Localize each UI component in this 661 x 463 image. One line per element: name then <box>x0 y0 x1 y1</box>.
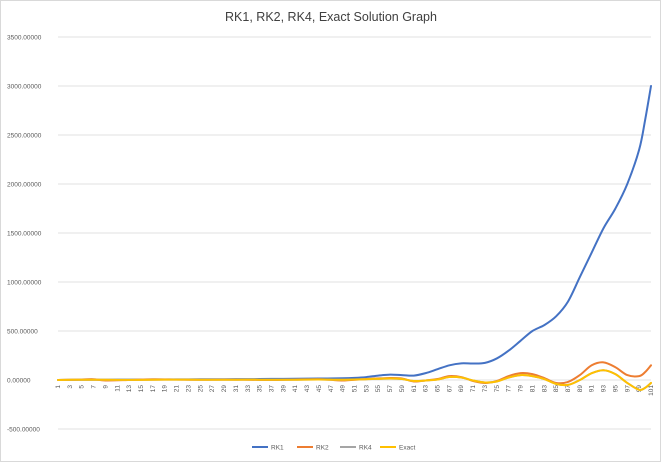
x-tick-label: 47 <box>328 385 335 393</box>
gridlines <box>58 36 651 430</box>
x-tick-label: 33 <box>245 385 252 393</box>
x-tick-label: 99 <box>636 385 643 393</box>
x-tick-label: 35 <box>257 385 264 393</box>
x-tick-label: 23 <box>185 385 192 393</box>
x-tick-label: 61 <box>411 385 418 393</box>
x-tick-label: 85 <box>553 385 560 393</box>
x-tick-label: 97 <box>624 385 631 393</box>
y-axis-tick-labels: -500.00000 0.00000 500.00000 1000.00000 1500… <box>7 35 42 434</box>
x-tick-label: 81 <box>529 385 536 393</box>
x-tick-label: 51 <box>352 385 359 393</box>
x-tick-label: 43 <box>304 385 311 393</box>
legend-label-rk2: RK2 <box>316 445 329 452</box>
x-tick-label: 37 <box>268 385 275 393</box>
x-tick-label: 83 <box>541 385 548 393</box>
x-tick-label: 93 <box>601 385 608 393</box>
y-tick-label: 2500.00000 <box>7 133 42 140</box>
x-tick-label: 87 <box>565 385 572 393</box>
x-tick-label: 25 <box>197 385 204 393</box>
x-tick-label: 45 <box>316 385 323 393</box>
series-line-exact <box>57 369 652 391</box>
x-tick-label: 53 <box>363 385 370 393</box>
y-tick-label: 2000.00000 <box>7 182 42 189</box>
y-tick-label: 1500.00000 <box>7 231 42 238</box>
x-tick-label: 91 <box>589 385 596 393</box>
x-tick-label: 63 <box>423 385 430 393</box>
legend: RK1 RK2 RK4 Exact <box>252 445 415 452</box>
x-tick-label: 39 <box>280 385 287 393</box>
x-tick-label: 21 <box>174 385 181 393</box>
x-tick-label: 9 <box>102 385 109 389</box>
legend-label-exact: Exact <box>399 445 415 452</box>
x-tick-label: 17 <box>150 385 157 393</box>
x-tick-label: 101 <box>648 385 655 396</box>
y-tick-label: 500.00000 <box>7 329 38 336</box>
x-tick-label: 7 <box>91 385 98 389</box>
x-tick-label: 49 <box>340 385 347 393</box>
x-tick-label: 1 <box>55 385 62 389</box>
x-tick-label: 19 <box>162 385 169 393</box>
x-tick-label: 41 <box>292 385 299 393</box>
x-tick-label: 65 <box>435 385 442 393</box>
x-tick-label: 79 <box>518 385 525 393</box>
x-tick-label: 71 <box>470 385 477 393</box>
chart-title: RK1, RK2, RK4, Exact Solution Graph <box>225 10 437 24</box>
x-tick-label: 67 <box>446 385 453 393</box>
x-tick-label: 75 <box>494 385 501 393</box>
y-tick-label: 3000.00000 <box>7 84 42 91</box>
y-tick-label: 3500.00000 <box>7 35 42 42</box>
y-tick-label: 0.00000 <box>7 378 31 385</box>
y-tick-label: 1000.00000 <box>7 280 42 287</box>
legend-label-rk4: RK4 <box>359 445 372 452</box>
y-tick-label: -500.00000 <box>7 427 40 434</box>
x-tick-label: 29 <box>221 385 228 393</box>
x-tick-label: 59 <box>399 385 406 393</box>
x-tick-label: 73 <box>482 385 489 393</box>
x-tick-label: 13 <box>126 385 133 393</box>
x-axis-tick-labels: 1 3 5 7 9 11 13 15 17 19 21 23 25 27 29 31 33 35 37 39 41 43 4… <box>55 385 655 396</box>
legend-label-rk1: RK1 <box>271 445 284 452</box>
x-tick-label: 77 <box>506 385 513 393</box>
x-tick-label: 57 <box>387 385 394 393</box>
x-tick-label: 55 <box>375 385 382 393</box>
x-tick-label: 69 <box>458 385 465 393</box>
x-tick-label: 95 <box>612 385 619 393</box>
x-tick-label: 27 <box>209 385 216 393</box>
x-tick-label: 31 <box>233 385 240 393</box>
x-tick-label: 3 <box>67 385 74 389</box>
x-tick-label: 89 <box>577 385 584 393</box>
x-tick-label: 11 <box>114 385 121 392</box>
series-lines <box>57 85 652 391</box>
x-tick-label: 15 <box>138 385 145 393</box>
x-tick-label: 5 <box>79 385 86 389</box>
